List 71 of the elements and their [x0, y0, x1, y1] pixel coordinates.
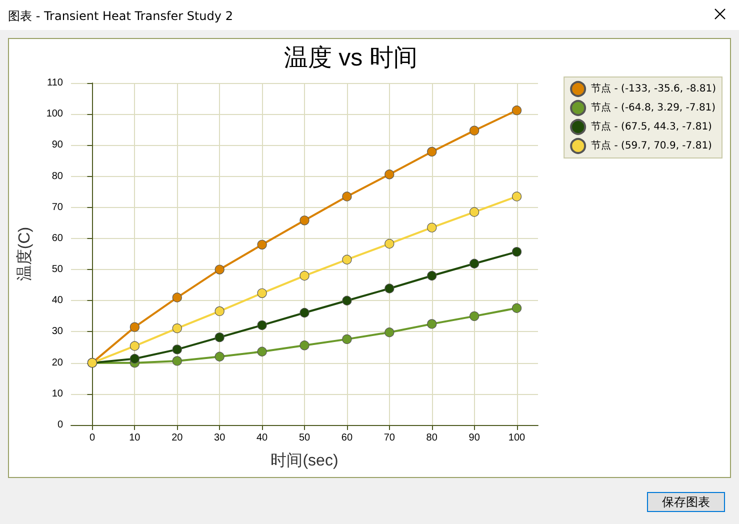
- x-tick-label: 20: [172, 432, 184, 444]
- point: [300, 216, 310, 226]
- y-tick-label: 40: [52, 295, 64, 306]
- point: [342, 334, 352, 344]
- point: [172, 344, 182, 354]
- chart-title: 温度 vs 时间: [284, 44, 418, 72]
- point: [427, 146, 437, 157]
- point: [512, 303, 522, 313]
- point: [427, 319, 437, 329]
- legend-label: 节点 - (59.7, 70.9, -7.81): [591, 140, 712, 152]
- legend-label: 节点 - (-64.8, 3.29, -7.81): [591, 102, 716, 114]
- point: [130, 322, 140, 332]
- x-tick-label: 0: [89, 432, 96, 444]
- point: [470, 258, 480, 268]
- point: [214, 352, 224, 362]
- point: [172, 356, 182, 366]
- point: [427, 270, 437, 281]
- point: [512, 247, 522, 257]
- y-tick-label: 80: [52, 170, 64, 182]
- y-tick-label: 60: [52, 232, 64, 244]
- point: [172, 324, 182, 334]
- point: [384, 284, 394, 294]
- point: [470, 126, 480, 136]
- y-tick-label: 20: [52, 357, 64, 368]
- x-tick-label: 10: [129, 432, 141, 444]
- point: [214, 264, 224, 274]
- x-axis-title: 时间(sec): [270, 452, 338, 470]
- x-tick-label: 90: [468, 432, 480, 444]
- point: [342, 192, 352, 202]
- point: [214, 306, 224, 316]
- point: [470, 311, 480, 321]
- y-tick-label: 70: [52, 202, 64, 213]
- x-tick-label: 50: [298, 432, 310, 444]
- point: [130, 341, 140, 351]
- point: [130, 354, 140, 364]
- x-tick-label: 100: [508, 432, 526, 444]
- legend-label: 节点 - (67.5, 44.3, -7.81): [591, 120, 712, 132]
- y-tick-label: 0: [57, 420, 64, 430]
- point: [384, 170, 394, 180]
- point: [384, 238, 394, 249]
- point: [384, 328, 394, 338]
- point: [342, 254, 352, 264]
- point: [214, 332, 224, 342]
- point: [172, 292, 182, 302]
- y-tick-label: 30: [52, 326, 64, 338]
- point: [300, 340, 310, 350]
- y-axis-title: 温度(C): [16, 226, 34, 282]
- y-tick-label: 50: [52, 264, 64, 276]
- point: [512, 106, 522, 116]
- x-tick-label: 60: [341, 432, 353, 444]
- y-tick-label: 90: [52, 140, 64, 151]
- y-tick-label: 100: [46, 108, 64, 120]
- point: [427, 222, 437, 232]
- x-tick-label: 30: [214, 432, 226, 444]
- x-tick-label: 40: [256, 432, 268, 444]
- point: [257, 288, 267, 298]
- point: [470, 207, 480, 217]
- point: [257, 240, 267, 250]
- save-button[interactable]: 保存图表: [647, 492, 725, 512]
- point: [512, 192, 522, 202]
- legend-label: 节点 - (-133, -35.6, -8.81): [591, 82, 716, 94]
- point: [257, 320, 267, 330]
- point: [300, 308, 310, 318]
- point: [300, 270, 310, 281]
- text: 图表 - Transient Heat Transfer Study 2: [8, 8, 233, 25]
- y-tick-label: 110: [47, 78, 64, 88]
- y-tick-label: 10: [52, 388, 64, 400]
- point: [342, 296, 352, 306]
- point: [257, 346, 267, 356]
- x-tick-label: 80: [426, 432, 438, 444]
- x-tick-label: 70: [384, 432, 396, 444]
